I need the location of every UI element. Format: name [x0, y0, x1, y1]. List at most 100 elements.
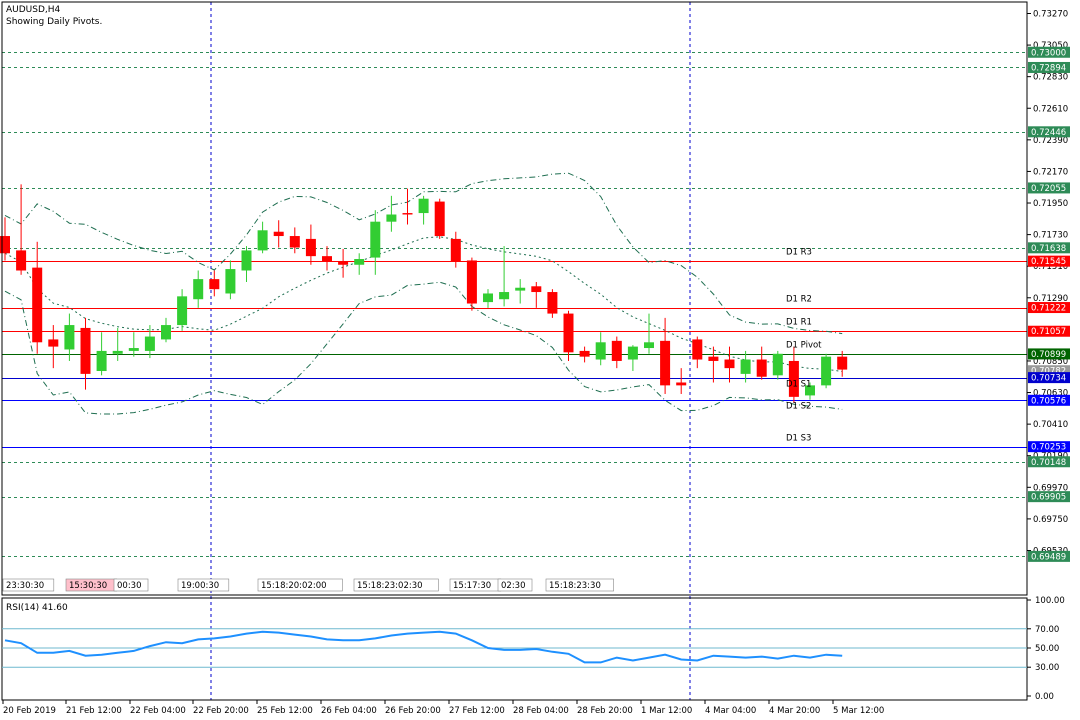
price-tag-value: 0.71222	[1031, 304, 1066, 314]
time-axis-label: 5 Mar 12:00	[833, 706, 884, 716]
candle-body	[370, 221, 381, 258]
price-axis-label: 0.72170	[1033, 167, 1068, 177]
price-axis-label: 0.72610	[1033, 104, 1068, 114]
candle-body	[772, 353, 783, 376]
candle-body	[193, 279, 204, 300]
price-tag-value: 0.72055	[1031, 184, 1066, 194]
rsi-axis: 100.00 70.00 50.00 30.00 0.00	[1027, 596, 1065, 702]
candle-body	[660, 340, 671, 386]
price-tag-value: 0.70148	[1031, 458, 1066, 468]
price-tag-box	[1028, 365, 1070, 377]
candle-body	[676, 382, 687, 386]
price-tag-box	[1028, 394, 1070, 406]
chart-symbol-title: AUDUSD,H4	[6, 5, 61, 15]
candle-body	[837, 356, 848, 370]
rsi-line	[4, 630, 843, 664]
candle-body	[450, 238, 461, 262]
price-tag-box	[1028, 61, 1070, 73]
time-axis-label: 26 Feb 20:00	[385, 706, 441, 716]
time-axis-label: 28 Feb 04:00	[513, 706, 569, 716]
price-axis-label: 0.71730	[1033, 231, 1068, 241]
price-axis-label: 0.71950	[1033, 199, 1068, 209]
price-axis-label: 0.70630	[1033, 389, 1068, 399]
pivot-lines	[2, 261, 1027, 448]
session-label: 15:18:23:30	[549, 581, 601, 591]
session-time-labels: 23:30:30 15:30:30 00:30 19:00:30 15:18:20:02…	[2, 578, 614, 592]
candle-body	[209, 279, 220, 290]
pivot-label: D1 S2	[786, 402, 811, 412]
candle-body	[273, 231, 284, 237]
price-tag-value: 0.70782	[1031, 367, 1066, 377]
time-axis-label: 27 Feb 12:00	[449, 706, 505, 716]
session-label: 15:30:30	[69, 581, 107, 591]
session-label-box	[353, 578, 439, 592]
candle-body	[740, 359, 751, 374]
time-axis-label: 1 Mar 12:00	[641, 706, 692, 716]
pivot-label: D1 R3	[786, 248, 812, 258]
candle-body	[161, 325, 171, 340]
candlesticks	[0, 184, 848, 403]
candle-body	[144, 336, 155, 351]
candle-body	[418, 198, 429, 214]
candle-body	[515, 287, 526, 291]
candle-body	[595, 342, 606, 360]
candle-body	[64, 325, 75, 350]
price-tag-value: 0.71545	[1031, 257, 1066, 267]
price-tag-value: 0.70899	[1031, 350, 1066, 360]
price-tag-box	[1028, 441, 1070, 453]
price-tag-box	[1028, 242, 1070, 254]
price-tag-value: 0.69489	[1031, 552, 1066, 562]
candle-body	[788, 360, 799, 397]
candle-body	[499, 292, 510, 300]
candle-body	[48, 339, 59, 347]
rsi-axis-label: 30.00	[1035, 663, 1059, 673]
candle-body	[547, 292, 558, 314]
session-label: 02:30	[501, 581, 526, 591]
session-label: 00:30	[117, 581, 142, 591]
price-axis-label: 0.69750	[1033, 515, 1068, 525]
price-tag-box	[1028, 302, 1070, 314]
candle-body	[756, 359, 767, 377]
price-tag-value: 0.71638	[1031, 244, 1066, 254]
price-tag-box	[1028, 372, 1070, 384]
session-label-box	[257, 578, 343, 592]
pivot-label: D1 R2	[786, 295, 812, 305]
rsi-axis-label: 70.00	[1035, 625, 1059, 635]
time-axis-label: 26 Feb 04:00	[321, 706, 377, 716]
candle-body	[128, 348, 139, 351]
candle-body	[289, 236, 300, 248]
band-line	[4, 172, 843, 335]
pivot-label: D1 S3	[786, 434, 811, 444]
candle-body	[0, 236, 10, 254]
price-tag-value: 0.70576	[1031, 396, 1066, 406]
time-axis-label: 22 Feb 20:00	[193, 706, 249, 716]
rsi-axis-label: 100.00	[1035, 596, 1065, 606]
candle-body	[483, 293, 493, 303]
candle-body	[402, 213, 413, 215]
main-chart-frame	[1, 1, 1028, 596]
session-label-box	[2, 578, 55, 592]
candle-body	[177, 296, 188, 326]
price-tag-value: 0.72446	[1031, 128, 1066, 138]
price-tag-value: 0.73000	[1031, 48, 1066, 58]
time-axis-label: 4 Mar 04:00	[705, 706, 756, 716]
candle-body	[354, 259, 365, 265]
price-tag-box	[1028, 550, 1070, 562]
candle-body	[305, 238, 316, 257]
candle-body	[241, 250, 252, 271]
session-label-box	[113, 578, 149, 592]
candle-body	[708, 356, 719, 361]
time-axis-label: 21 Feb 12:00	[66, 706, 122, 716]
time-axis-label: 28 Feb 20:00	[577, 706, 633, 716]
session-label-box	[177, 578, 230, 592]
price-axis-label: 0.72390	[1033, 136, 1068, 146]
session-label-box	[545, 578, 614, 592]
rsi-label: RSI(14) 41.60	[6, 603, 68, 613]
price-axis-label: 0.69970	[1033, 483, 1068, 493]
candle-body	[80, 327, 91, 374]
candle-body	[338, 261, 349, 265]
price-tag-value: 0.69905	[1031, 493, 1066, 503]
candle-body	[257, 230, 268, 251]
